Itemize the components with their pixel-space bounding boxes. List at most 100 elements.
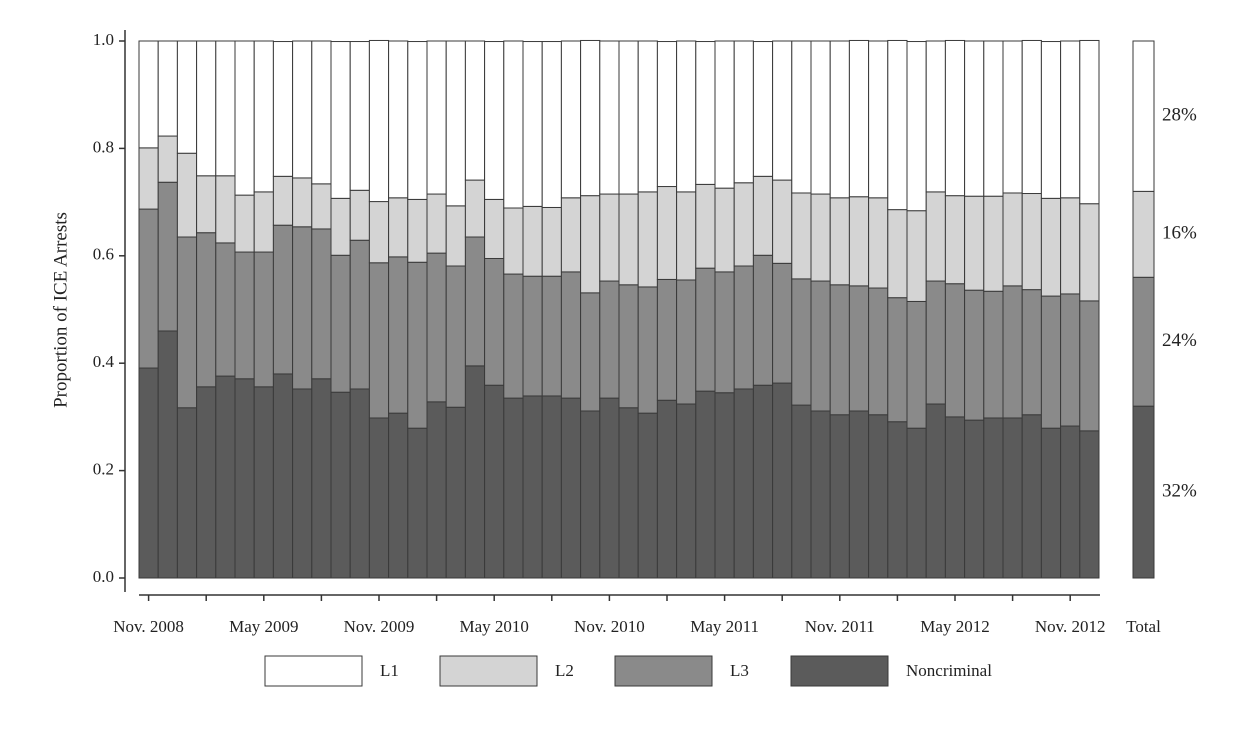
- bar-segment: [234, 194, 255, 253]
- bar-segment: [906, 41, 927, 212]
- bar-segment: [637, 412, 658, 579]
- bar-segment: [368, 201, 390, 264]
- x-tick-label: May 2011: [690, 617, 759, 636]
- bar-segment: [272, 175, 294, 226]
- bar-segment: [196, 386, 217, 579]
- bar-segment: [176, 236, 198, 409]
- bar-segment: [292, 226, 313, 390]
- bar-segment: [1079, 39, 1100, 205]
- bar-segment: [599, 40, 620, 195]
- bar-segment: [1040, 295, 1062, 429]
- bar-segment: [1079, 203, 1100, 302]
- bar-segment: [983, 195, 1004, 292]
- bar-segment: [234, 378, 255, 579]
- bar-segment: [368, 39, 390, 203]
- total-value-label: 28%: [1162, 105, 1197, 126]
- bar-segment: [196, 40, 217, 177]
- bar-segment: [752, 41, 774, 177]
- bar-segment: [599, 397, 620, 579]
- bar-segment: [848, 285, 870, 412]
- bar-segment: [426, 193, 447, 254]
- bar-segment: [772, 40, 793, 181]
- bar-segment: [637, 40, 658, 193]
- bar-segment: [541, 41, 562, 208]
- bar-segment: [829, 284, 850, 416]
- bar-segment: [656, 278, 678, 401]
- bar-segment: [983, 417, 1004, 579]
- bar-segment: [676, 403, 697, 579]
- bar-segment: [560, 397, 582, 579]
- bar-segment: [157, 40, 178, 137]
- bar-segment: [906, 300, 927, 429]
- legend-swatch: [614, 655, 713, 687]
- bar-segment: [637, 286, 658, 414]
- bar-segment: [791, 192, 812, 280]
- bar-segment: [349, 388, 370, 579]
- bar-segment: [1060, 293, 1081, 427]
- bar-segment: [541, 395, 562, 579]
- legend-swatch: [790, 655, 889, 687]
- bar-segment: [810, 40, 831, 195]
- legend-label: L1: [380, 661, 399, 680]
- bar-segment: [503, 40, 524, 209]
- bar-segment: [791, 278, 812, 406]
- bar-segment: [138, 208, 159, 369]
- bar-segment: [752, 254, 774, 386]
- bar-segment: [503, 207, 524, 275]
- bar-segment: [138, 367, 159, 579]
- bar-segment: [925, 40, 946, 193]
- bar-segment: [676, 279, 697, 405]
- bar-segment: [484, 198, 505, 259]
- bar-segment: [1132, 276, 1155, 407]
- bar-segment: [695, 390, 716, 579]
- bar-segment: [733, 182, 754, 267]
- bar-segment: [1060, 425, 1081, 579]
- bar-segment: [618, 284, 639, 409]
- bar-segment: [714, 271, 735, 394]
- bar-segment: [138, 40, 159, 149]
- bar-segment: [388, 412, 409, 579]
- bar-segment: [330, 254, 351, 393]
- bar-segment: [253, 40, 274, 193]
- bar-segment: [407, 427, 428, 579]
- bar-segment: [292, 388, 313, 579]
- bar-segment: [906, 427, 927, 579]
- bar-segment: [829, 414, 850, 579]
- bar-segment: [887, 39, 908, 211]
- bar-segment: [983, 290, 1004, 419]
- bar-segment: [656, 186, 678, 280]
- legend-swatch: [439, 655, 538, 687]
- bar-segment: [1079, 300, 1100, 432]
- bar-segment: [311, 40, 332, 185]
- bar-segment: [848, 196, 870, 287]
- bar-segment: [733, 388, 754, 579]
- bar-segment: [138, 147, 159, 210]
- y-tick-label: 1.0: [93, 30, 114, 49]
- bar-segment: [349, 239, 370, 390]
- bar-segment: [1040, 427, 1062, 579]
- x-tick-label: May 2009: [229, 617, 298, 636]
- bar-segment: [714, 392, 735, 579]
- bar-segment: [695, 41, 716, 185]
- bar-segment: [388, 197, 409, 258]
- bar-segment: [541, 206, 562, 277]
- bar-segment: [983, 40, 1004, 197]
- bar-segment: [580, 410, 601, 579]
- bar-segment: [464, 365, 486, 579]
- bar-segment: [445, 265, 466, 408]
- total-value-label: 16%: [1162, 223, 1197, 244]
- y-tick-label: 0.0: [93, 567, 114, 586]
- bar-segment: [215, 175, 236, 244]
- legend-label: Noncriminal: [906, 661, 992, 680]
- bar-segment: [964, 419, 985, 579]
- bar-segment: [868, 414, 889, 579]
- bar-segment: [752, 175, 774, 256]
- bar-segment: [388, 40, 409, 199]
- bar-segment: [253, 191, 274, 253]
- bar-segment: [215, 375, 236, 579]
- bar-segment: [445, 40, 466, 207]
- legend-label: L3: [730, 661, 749, 680]
- bar-segment: [829, 197, 850, 286]
- bar-segment: [695, 267, 716, 392]
- bar-segment: [311, 228, 332, 380]
